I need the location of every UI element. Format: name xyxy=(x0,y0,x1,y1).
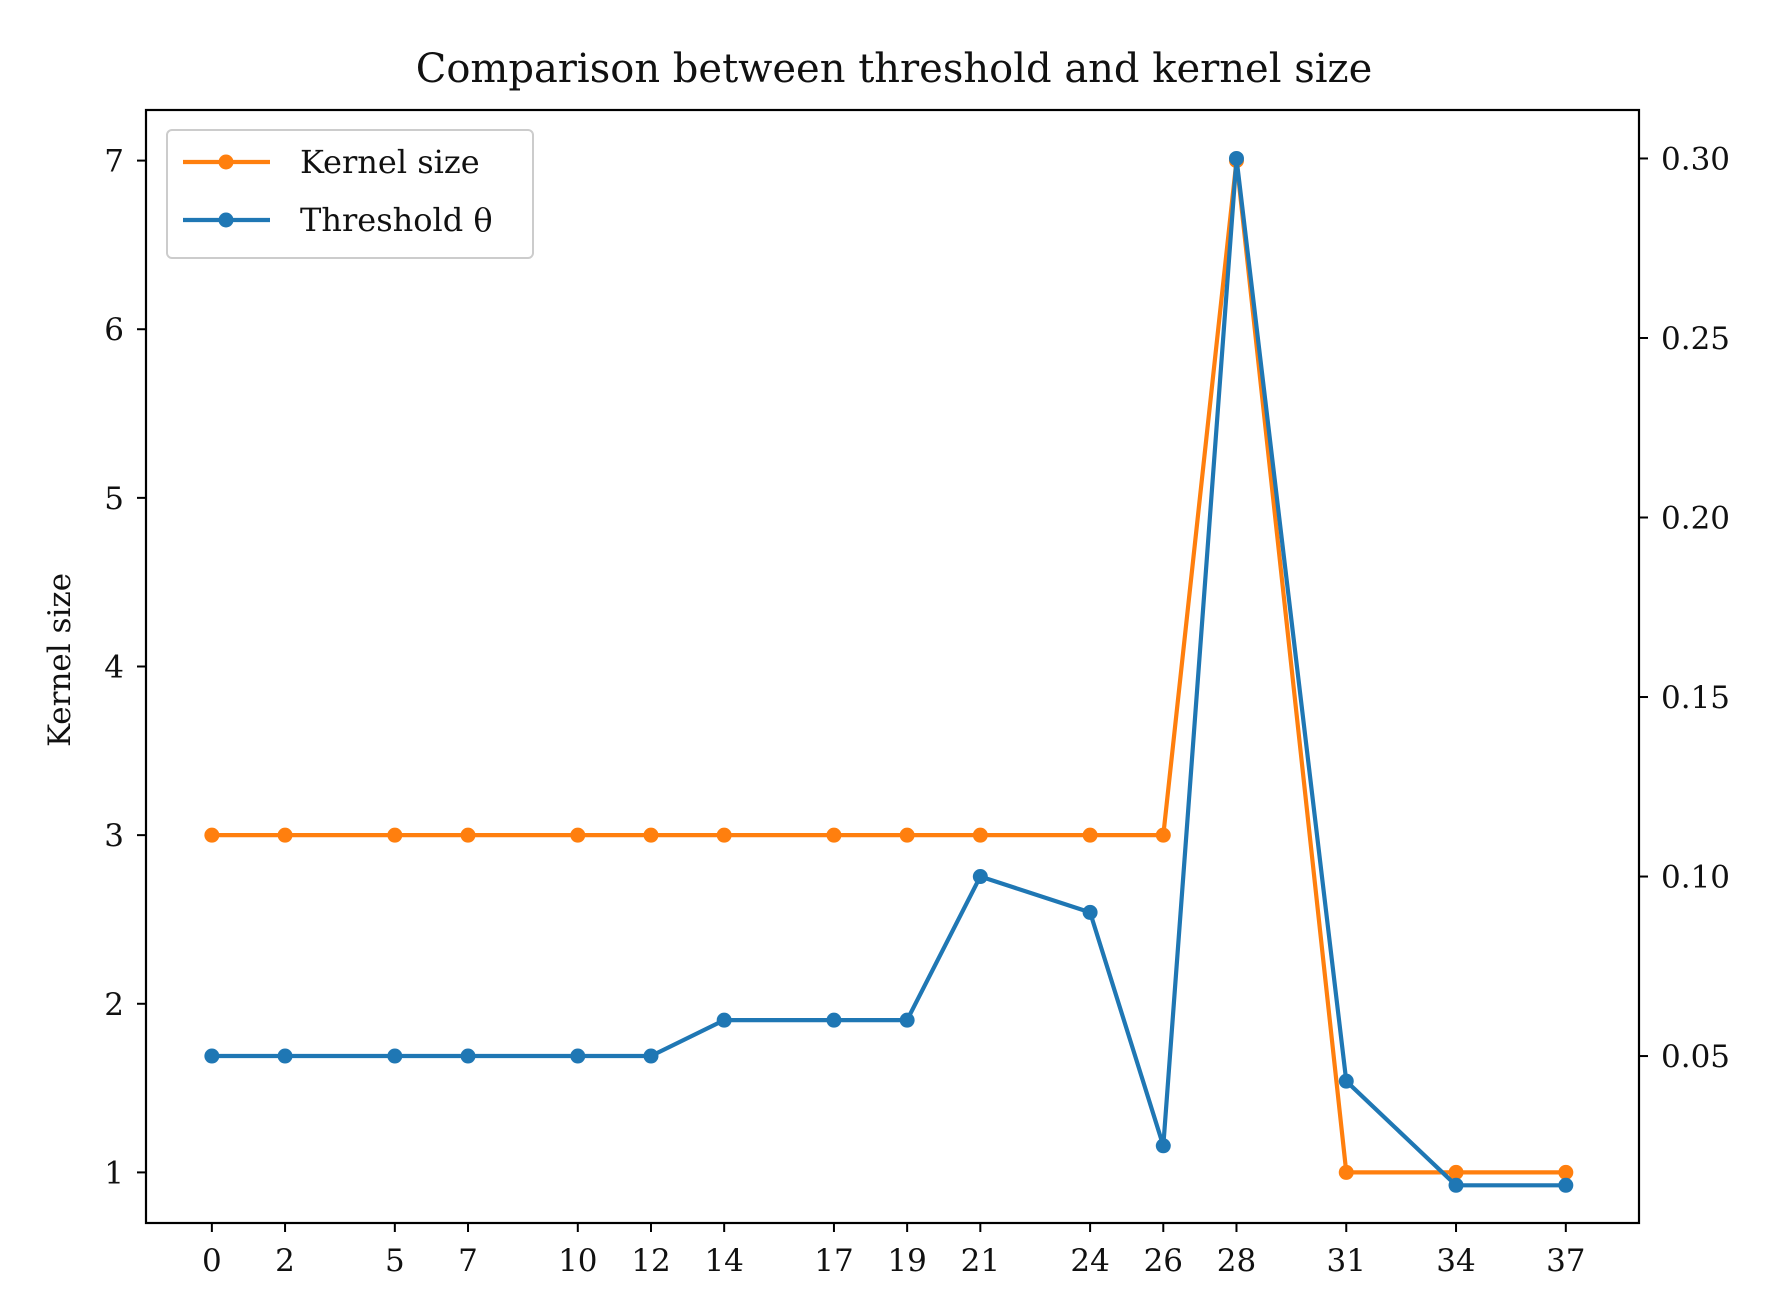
legend-label-1: Threshold θ xyxy=(300,201,493,239)
series-line-0 xyxy=(209,158,1568,1175)
y-right-tick-label: 0.20 xyxy=(1661,501,1730,537)
data-point-1-9 xyxy=(972,869,988,885)
data-point-0-1 xyxy=(277,827,293,843)
data-point-0-7 xyxy=(826,827,842,843)
chart-title: Comparison between threshold and kernel … xyxy=(416,46,1373,92)
data-point-0-11 xyxy=(1155,827,1171,843)
data-point-1-7 xyxy=(826,1012,842,1028)
data-point-0-9 xyxy=(972,827,988,843)
y-tick-label: 4 xyxy=(104,650,124,686)
data-point-1-12 xyxy=(1228,150,1244,166)
data-point-1-14 xyxy=(1448,1177,1464,1193)
x-tick-label: 24 xyxy=(1070,1243,1109,1279)
x-tick-label: 28 xyxy=(1217,1243,1256,1279)
y-tick-label: 5 xyxy=(104,481,124,517)
legend-label-0: Kernel size xyxy=(300,143,480,181)
x-tick-label: 21 xyxy=(961,1243,1000,1279)
data-point-0-2 xyxy=(387,827,403,843)
data-point-1-11 xyxy=(1155,1138,1171,1154)
x-tick-label: 37 xyxy=(1546,1243,1585,1279)
x-tick-label: 19 xyxy=(887,1243,926,1279)
data-point-0-10 xyxy=(1082,827,1098,843)
data-point-0-6 xyxy=(716,827,732,843)
x-tick-label: 12 xyxy=(631,1243,670,1279)
plot-area xyxy=(204,150,1574,1193)
legend-marker-1 xyxy=(218,212,234,228)
x-tick-label: 31 xyxy=(1327,1243,1366,1279)
data-point-1-10 xyxy=(1082,904,1098,920)
y-right-tick-label: 0.10 xyxy=(1661,860,1730,896)
plot-frame xyxy=(144,108,1641,1225)
x-tick-label: 7 xyxy=(458,1243,478,1279)
x-tick-label: 26 xyxy=(1144,1243,1183,1279)
data-point-0-4 xyxy=(570,827,586,843)
y-right-tick-label: 0.05 xyxy=(1661,1039,1730,1075)
x-tick-label: 14 xyxy=(704,1243,743,1279)
data-point-1-4 xyxy=(570,1048,586,1064)
y-right-tick-label: 0.30 xyxy=(1661,141,1730,177)
y-tick-label: 7 xyxy=(104,144,124,180)
data-point-1-3 xyxy=(460,1048,476,1064)
axis-ticks: 0 2 5 7 10 12 14 17 19 21 24 26 28 31 34 3712345670.050… xyxy=(104,141,1730,1279)
legend-marker-0 xyxy=(218,154,234,170)
y-tick-label: 1 xyxy=(104,1155,124,1191)
data-point-1-0 xyxy=(204,1048,220,1064)
y-axis-label: Kernel size xyxy=(42,573,78,747)
data-point-0-14 xyxy=(1448,1164,1464,1180)
data-point-1-6 xyxy=(716,1012,732,1028)
data-point-1-5 xyxy=(643,1048,659,1064)
legend: Kernel size Threshold θ xyxy=(166,129,534,259)
data-point-1-13 xyxy=(1338,1073,1354,1089)
data-point-0-13 xyxy=(1338,1164,1354,1180)
y-right-tick-label: 0.25 xyxy=(1661,321,1730,357)
data-point-0-5 xyxy=(643,827,659,843)
x-tick-label: 2 xyxy=(275,1243,295,1279)
y-right-tick-label: 0.15 xyxy=(1661,680,1730,716)
data-point-0-8 xyxy=(899,827,915,843)
data-point-0-3 xyxy=(460,827,476,843)
x-tick-label: 5 xyxy=(385,1243,405,1279)
data-point-1-15 xyxy=(1558,1177,1574,1193)
data-point-0-0 xyxy=(204,827,220,843)
x-tick-label: 17 xyxy=(814,1243,853,1279)
x-tick-label: 10 xyxy=(558,1243,597,1279)
data-point-1-2 xyxy=(387,1048,403,1064)
y-tick-label: 3 xyxy=(104,818,124,854)
series-line-1 xyxy=(209,156,1568,1188)
data-point-0-15 xyxy=(1558,1164,1574,1180)
data-point-1-8 xyxy=(899,1012,915,1028)
x-tick-label: 34 xyxy=(1436,1243,1475,1279)
y-tick-label: 6 xyxy=(104,312,124,348)
x-tick-label: 0 xyxy=(202,1243,222,1279)
y-tick-label: 2 xyxy=(104,987,124,1023)
data-point-1-1 xyxy=(277,1048,293,1064)
